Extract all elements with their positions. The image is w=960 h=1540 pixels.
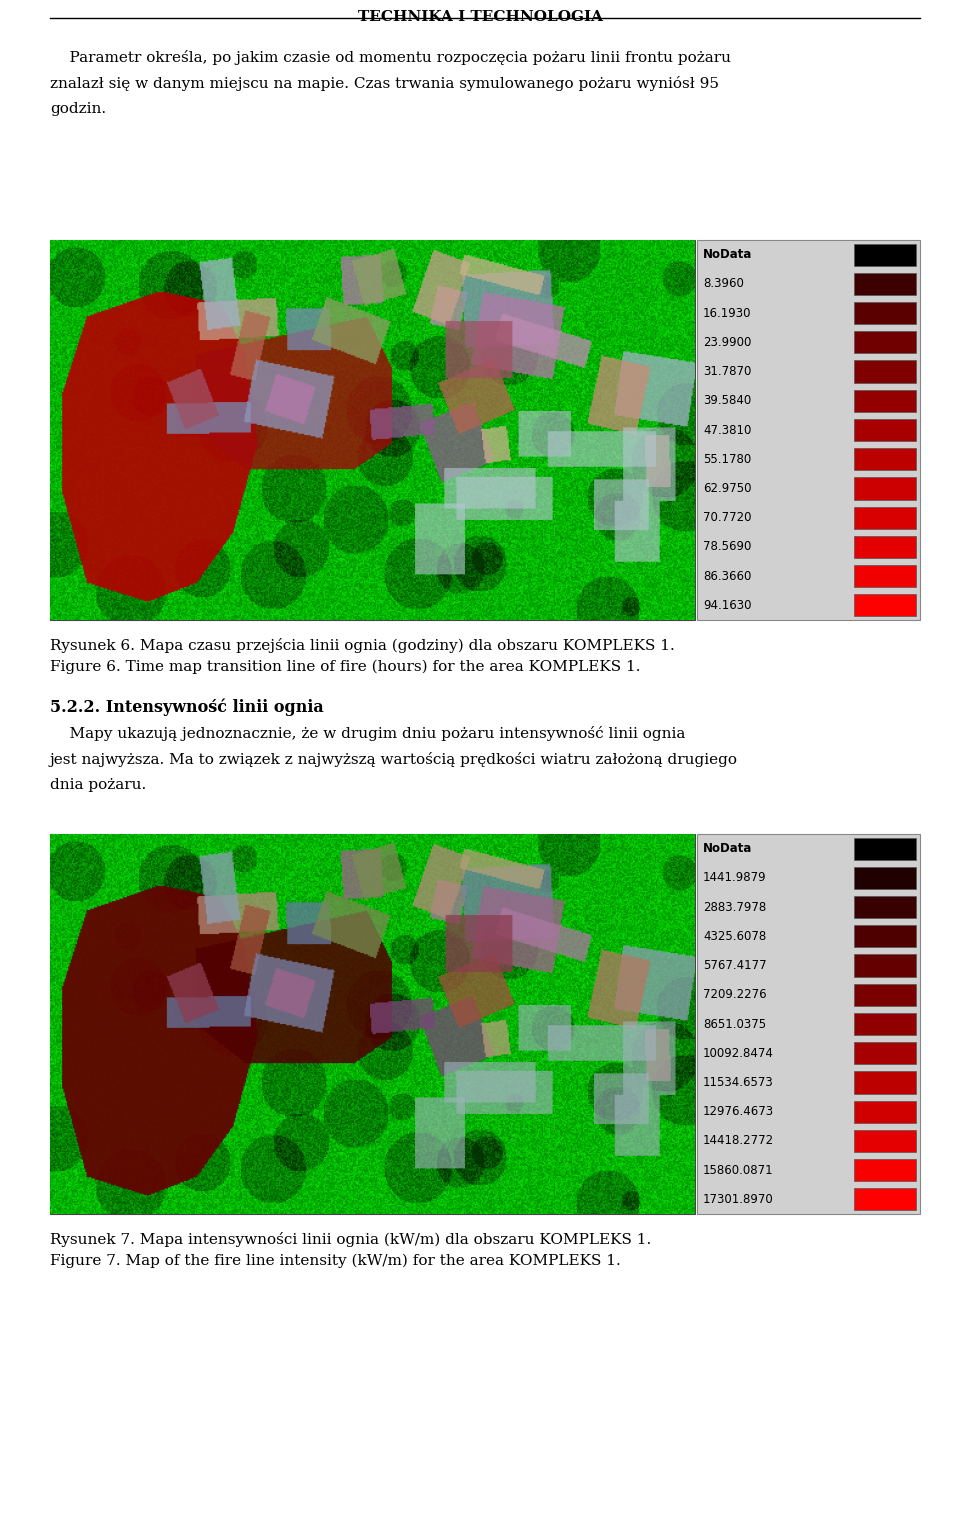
Text: 62.9750: 62.9750 <box>703 482 752 494</box>
Bar <box>853 390 916 411</box>
Text: 16.1930: 16.1930 <box>703 306 752 320</box>
Text: 8651.0375: 8651.0375 <box>703 1018 766 1030</box>
Text: 14418.2772: 14418.2772 <box>703 1135 774 1147</box>
Text: 94.1630: 94.1630 <box>703 599 752 611</box>
Text: Parametr określa, po jakim czasie od momentu rozpoczęcia pożaru linii frontu poż: Parametr określa, po jakim czasie od mom… <box>50 49 731 65</box>
Text: 78.5690: 78.5690 <box>703 541 752 553</box>
Bar <box>853 594 916 616</box>
Bar <box>853 536 916 557</box>
Text: 1441.9879: 1441.9879 <box>703 872 767 884</box>
Text: 39.5840: 39.5840 <box>703 394 752 407</box>
Text: 55.1780: 55.1780 <box>703 453 752 465</box>
Text: znalazł się w danym miejscu na mapie. Czas trwania symulowanego pożaru wyniósł 9: znalazł się w danym miejscu na mapie. Cz… <box>50 75 719 91</box>
Text: 10092.8474: 10092.8474 <box>703 1047 774 1060</box>
Text: 8.3960: 8.3960 <box>703 277 744 291</box>
Text: 17301.8970: 17301.8970 <box>703 1194 774 1206</box>
Text: Rysunek 6. Mapa czasu przejścia linii ognia (godziny) dla obszaru KOMPLEKS 1.: Rysunek 6. Mapa czasu przejścia linii og… <box>50 638 675 653</box>
Text: Rysunek 7. Mapa intensywności linii ognia (kW/m) dla obszaru KOMPLEKS 1.: Rysunek 7. Mapa intensywności linii ogni… <box>50 1232 651 1247</box>
Bar <box>853 1072 916 1093</box>
Bar <box>853 838 916 859</box>
Bar <box>853 1043 916 1064</box>
Text: dnia pożaru.: dnia pożaru. <box>50 778 146 792</box>
Bar <box>50 835 695 1214</box>
Text: 5767.4177: 5767.4177 <box>703 959 767 972</box>
Text: 7209.2276: 7209.2276 <box>703 989 767 1001</box>
Text: 11534.6573: 11534.6573 <box>703 1076 774 1089</box>
Text: 86.3660: 86.3660 <box>703 570 752 582</box>
Bar <box>853 302 916 325</box>
Text: Mapy ukazują jednoznacznie, że w drugim dniu pożaru intensywność linii ognia: Mapy ukazują jednoznacznie, że w drugim … <box>50 725 685 741</box>
Text: 15860.0871: 15860.0871 <box>703 1164 774 1177</box>
Text: 23.9900: 23.9900 <box>703 336 752 348</box>
Text: 70.7720: 70.7720 <box>703 511 752 524</box>
Bar <box>853 1189 916 1210</box>
Bar <box>853 1160 916 1181</box>
Text: NoData: NoData <box>703 842 753 855</box>
Text: 47.3810: 47.3810 <box>703 424 752 436</box>
Bar <box>853 360 916 382</box>
Text: 4325.6078: 4325.6078 <box>703 930 766 942</box>
Text: NoData: NoData <box>703 248 753 262</box>
Text: jest najwyższa. Ma to związek z najwyższą wartością prędkości wiatru założoną dr: jest najwyższa. Ma to związek z najwyższ… <box>50 752 738 767</box>
Bar <box>853 477 916 499</box>
Bar <box>853 955 916 976</box>
Bar <box>853 926 916 947</box>
Text: godzin.: godzin. <box>50 102 107 115</box>
Bar <box>853 507 916 528</box>
Text: TECHNIKA I TECHNOLOGIA: TECHNIKA I TECHNOLOGIA <box>357 9 603 25</box>
Text: 2883.7978: 2883.7978 <box>703 901 766 913</box>
Bar <box>853 448 916 470</box>
Bar <box>853 867 916 889</box>
Bar <box>697 835 920 1214</box>
Bar <box>853 419 916 440</box>
Bar <box>853 896 916 918</box>
Bar <box>853 565 916 587</box>
Text: 31.7870: 31.7870 <box>703 365 752 377</box>
Bar <box>853 273 916 296</box>
Text: Figure 6. Time map transition line of fire (hours) for the area KOMPLEKS 1.: Figure 6. Time map transition line of fi… <box>50 661 640 675</box>
Text: 12976.4673: 12976.4673 <box>703 1106 774 1118</box>
Bar <box>853 243 916 266</box>
Bar <box>697 240 920 621</box>
Text: 5.2.2. Intensywność linii ognia: 5.2.2. Intensywność linii ognia <box>50 698 324 716</box>
Bar <box>853 1130 916 1152</box>
Bar <box>853 331 916 353</box>
Bar <box>853 1101 916 1123</box>
Text: Figure 7. Map of the fire line intensity (kW/m) for the area KOMPLEKS 1.: Figure 7. Map of the fire line intensity… <box>50 1254 621 1269</box>
Bar <box>50 240 695 621</box>
Bar <box>853 984 916 1006</box>
Bar <box>853 1013 916 1035</box>
